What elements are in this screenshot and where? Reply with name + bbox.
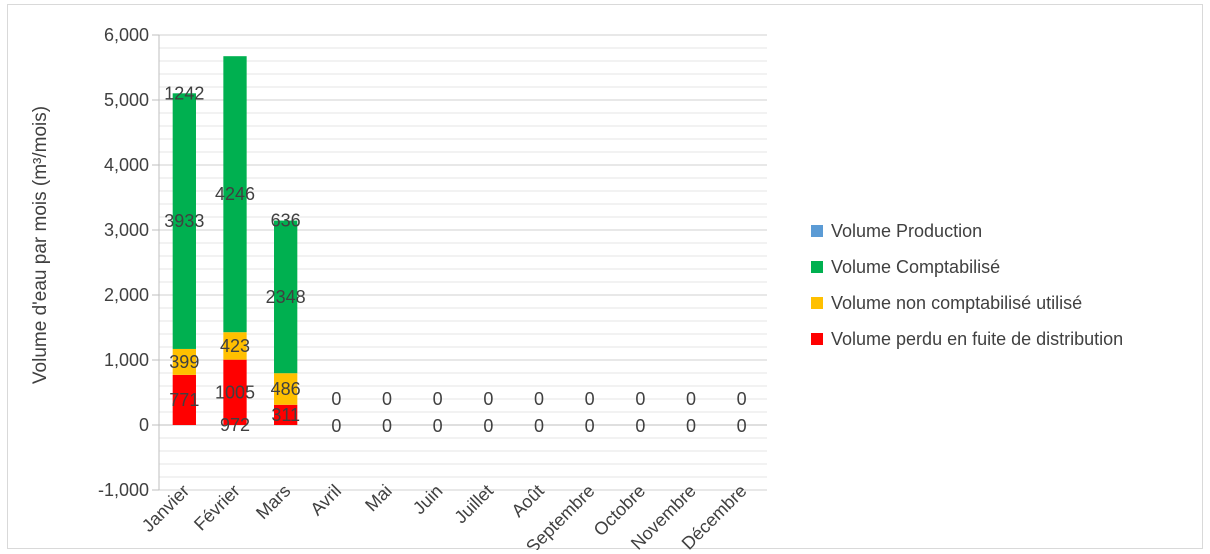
- data-label: 0: [686, 416, 696, 436]
- data-label: 0: [433, 416, 443, 436]
- chart-frame: -1,000 0 1,000 2,000 3,000 4,000 5,000 6,000 771…: [7, 4, 1203, 550]
- data-label: 0: [534, 389, 544, 409]
- legend: Volume Production Volume Comptabilisé Volu…: [811, 213, 1123, 357]
- y-tick-label: 5,000: [104, 90, 149, 110]
- data-label: 0: [331, 389, 341, 409]
- chart-plot: -1,000 0 1,000 2,000 3,000 4,000 5,000 6,000 771…: [30, 25, 767, 550]
- data-label: 0: [483, 389, 493, 409]
- data-label: 1242: [164, 83, 204, 103]
- data-label: 423: [220, 336, 250, 356]
- legend-swatch: [811, 333, 823, 345]
- data-label: 1005: [215, 382, 255, 402]
- bar-volume-perdu-en-fuite-de-distribution: [274, 404, 298, 425]
- x-category-label: Juillet: [450, 481, 497, 528]
- data-label: 311: [271, 405, 300, 425]
- data-label: 972: [220, 415, 250, 435]
- bar-volume-non-comptabilis-utilis-: [172, 348, 196, 375]
- legend-swatch: [811, 261, 823, 273]
- data-label: 399: [169, 352, 199, 372]
- data-label: 4246: [215, 184, 255, 204]
- legend-item: Volume perdu en fuite de distribution: [811, 321, 1123, 357]
- data-label: 0: [737, 389, 747, 409]
- data-label: 636: [271, 211, 301, 231]
- data-label: 0: [585, 389, 595, 409]
- bar-volume-non-comptabilis-utilis-: [223, 332, 247, 360]
- data-label: 0: [382, 416, 392, 436]
- data-label: 2348: [266, 287, 306, 307]
- bar-volume-comptabilis-: [274, 220, 298, 374]
- legend-swatch: [811, 297, 823, 309]
- legend-item: Volume non comptabilisé utilisé: [811, 285, 1123, 321]
- bar-volume-comptabilis-: [223, 56, 247, 333]
- data-label: 0: [331, 416, 341, 436]
- data-label: 0: [534, 416, 544, 436]
- x-category-label: Mai: [361, 481, 396, 516]
- x-category-label: Août: [508, 481, 548, 521]
- x-category-label: Avril: [306, 481, 345, 520]
- data-label: 0: [686, 389, 696, 409]
- y-tick-label: 1,000: [104, 350, 149, 370]
- y-tick-label: 3,000: [104, 220, 149, 240]
- legend-item: Volume Comptabilisé: [811, 249, 1123, 285]
- data-label: 0: [635, 389, 645, 409]
- legend-label: Volume Production: [831, 220, 983, 241]
- legend-label: Volume non comptabilisé utilisé: [831, 292, 1083, 313]
- data-label: 0: [433, 389, 443, 409]
- y-tick-label: 0: [139, 415, 149, 435]
- bar-volume-perdu-en-fuite-de-distribution: [172, 374, 196, 425]
- y-tick-label: 2,000: [104, 285, 149, 305]
- legend-swatch: [811, 225, 823, 237]
- legend-label: Volume perdu en fuite de distribution: [831, 328, 1124, 349]
- y-tick-label: 6,000: [104, 25, 149, 45]
- x-category-label: Février: [190, 481, 244, 535]
- data-label: 486: [271, 379, 301, 399]
- legend-label: Volume Comptabilisé: [831, 256, 1001, 277]
- bar-volume-comptabilis-: [172, 93, 196, 349]
- data-label: 771: [169, 390, 199, 410]
- data-label: 0: [585, 416, 595, 436]
- x-category-label: Juin: [409, 481, 446, 518]
- bar-volume-perdu-en-fuite-de-distribution: [223, 359, 247, 425]
- data-label: 0: [737, 416, 747, 436]
- data-label: 0: [382, 389, 392, 409]
- data-label: 0: [483, 416, 493, 436]
- x-category-label: Mars: [252, 481, 294, 523]
- y-tick-label: -1,000: [98, 480, 149, 500]
- legend-item: Volume Production: [811, 213, 1123, 249]
- data-label: 0: [635, 416, 645, 436]
- y-tick-label: 4,000: [104, 155, 149, 175]
- bar-volume-non-comptabilis-utilis-: [274, 373, 298, 405]
- y-axis-title: Volume d'eau par mois (m³/mois): [30, 106, 51, 384]
- data-label: 3933: [164, 211, 204, 231]
